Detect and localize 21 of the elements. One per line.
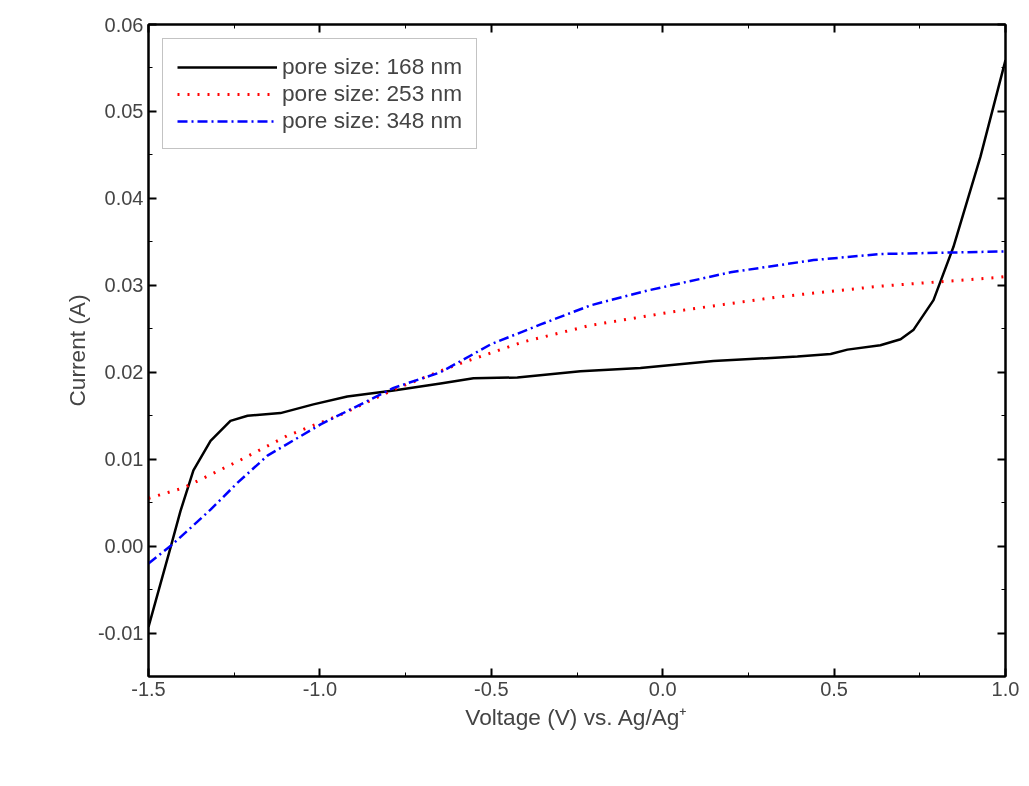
- y-tick-label: 0.01: [104, 448, 144, 471]
- line-series: [148, 275, 1006, 500]
- x-tick-label: -1.0: [302, 677, 338, 700]
- legend-label: pore size: 168 nm: [282, 53, 463, 80]
- x-tick-label: -1.5: [131, 677, 166, 700]
- legend-label: pore size: 348 nm: [282, 107, 463, 134]
- line-series: [148, 250, 1006, 565]
- y-tick-label: 0.04: [104, 187, 144, 210]
- y-tick-label: 0.03: [104, 274, 144, 297]
- x-tick-label: 1.0: [991, 677, 1020, 700]
- x-tick-label: -0.5: [474, 677, 509, 700]
- y-tick-label: 0.00: [104, 535, 144, 558]
- y-axis-title: Current (A): [63, 294, 90, 407]
- y-tick-label: 0.02: [104, 361, 144, 384]
- y-tick-label: 0.05: [104, 100, 144, 123]
- x-tick-label: 0.5: [820, 677, 849, 700]
- x-axis-title: Voltage (V) vs. Ag/Ag⁺: [465, 703, 688, 730]
- y-tick-label: -0.01: [97, 622, 144, 645]
- x-tick-label: 0.0: [648, 677, 677, 700]
- legend-label: pore size: 253 nm: [282, 80, 463, 107]
- y-tick-label: 0.06: [104, 13, 144, 36]
